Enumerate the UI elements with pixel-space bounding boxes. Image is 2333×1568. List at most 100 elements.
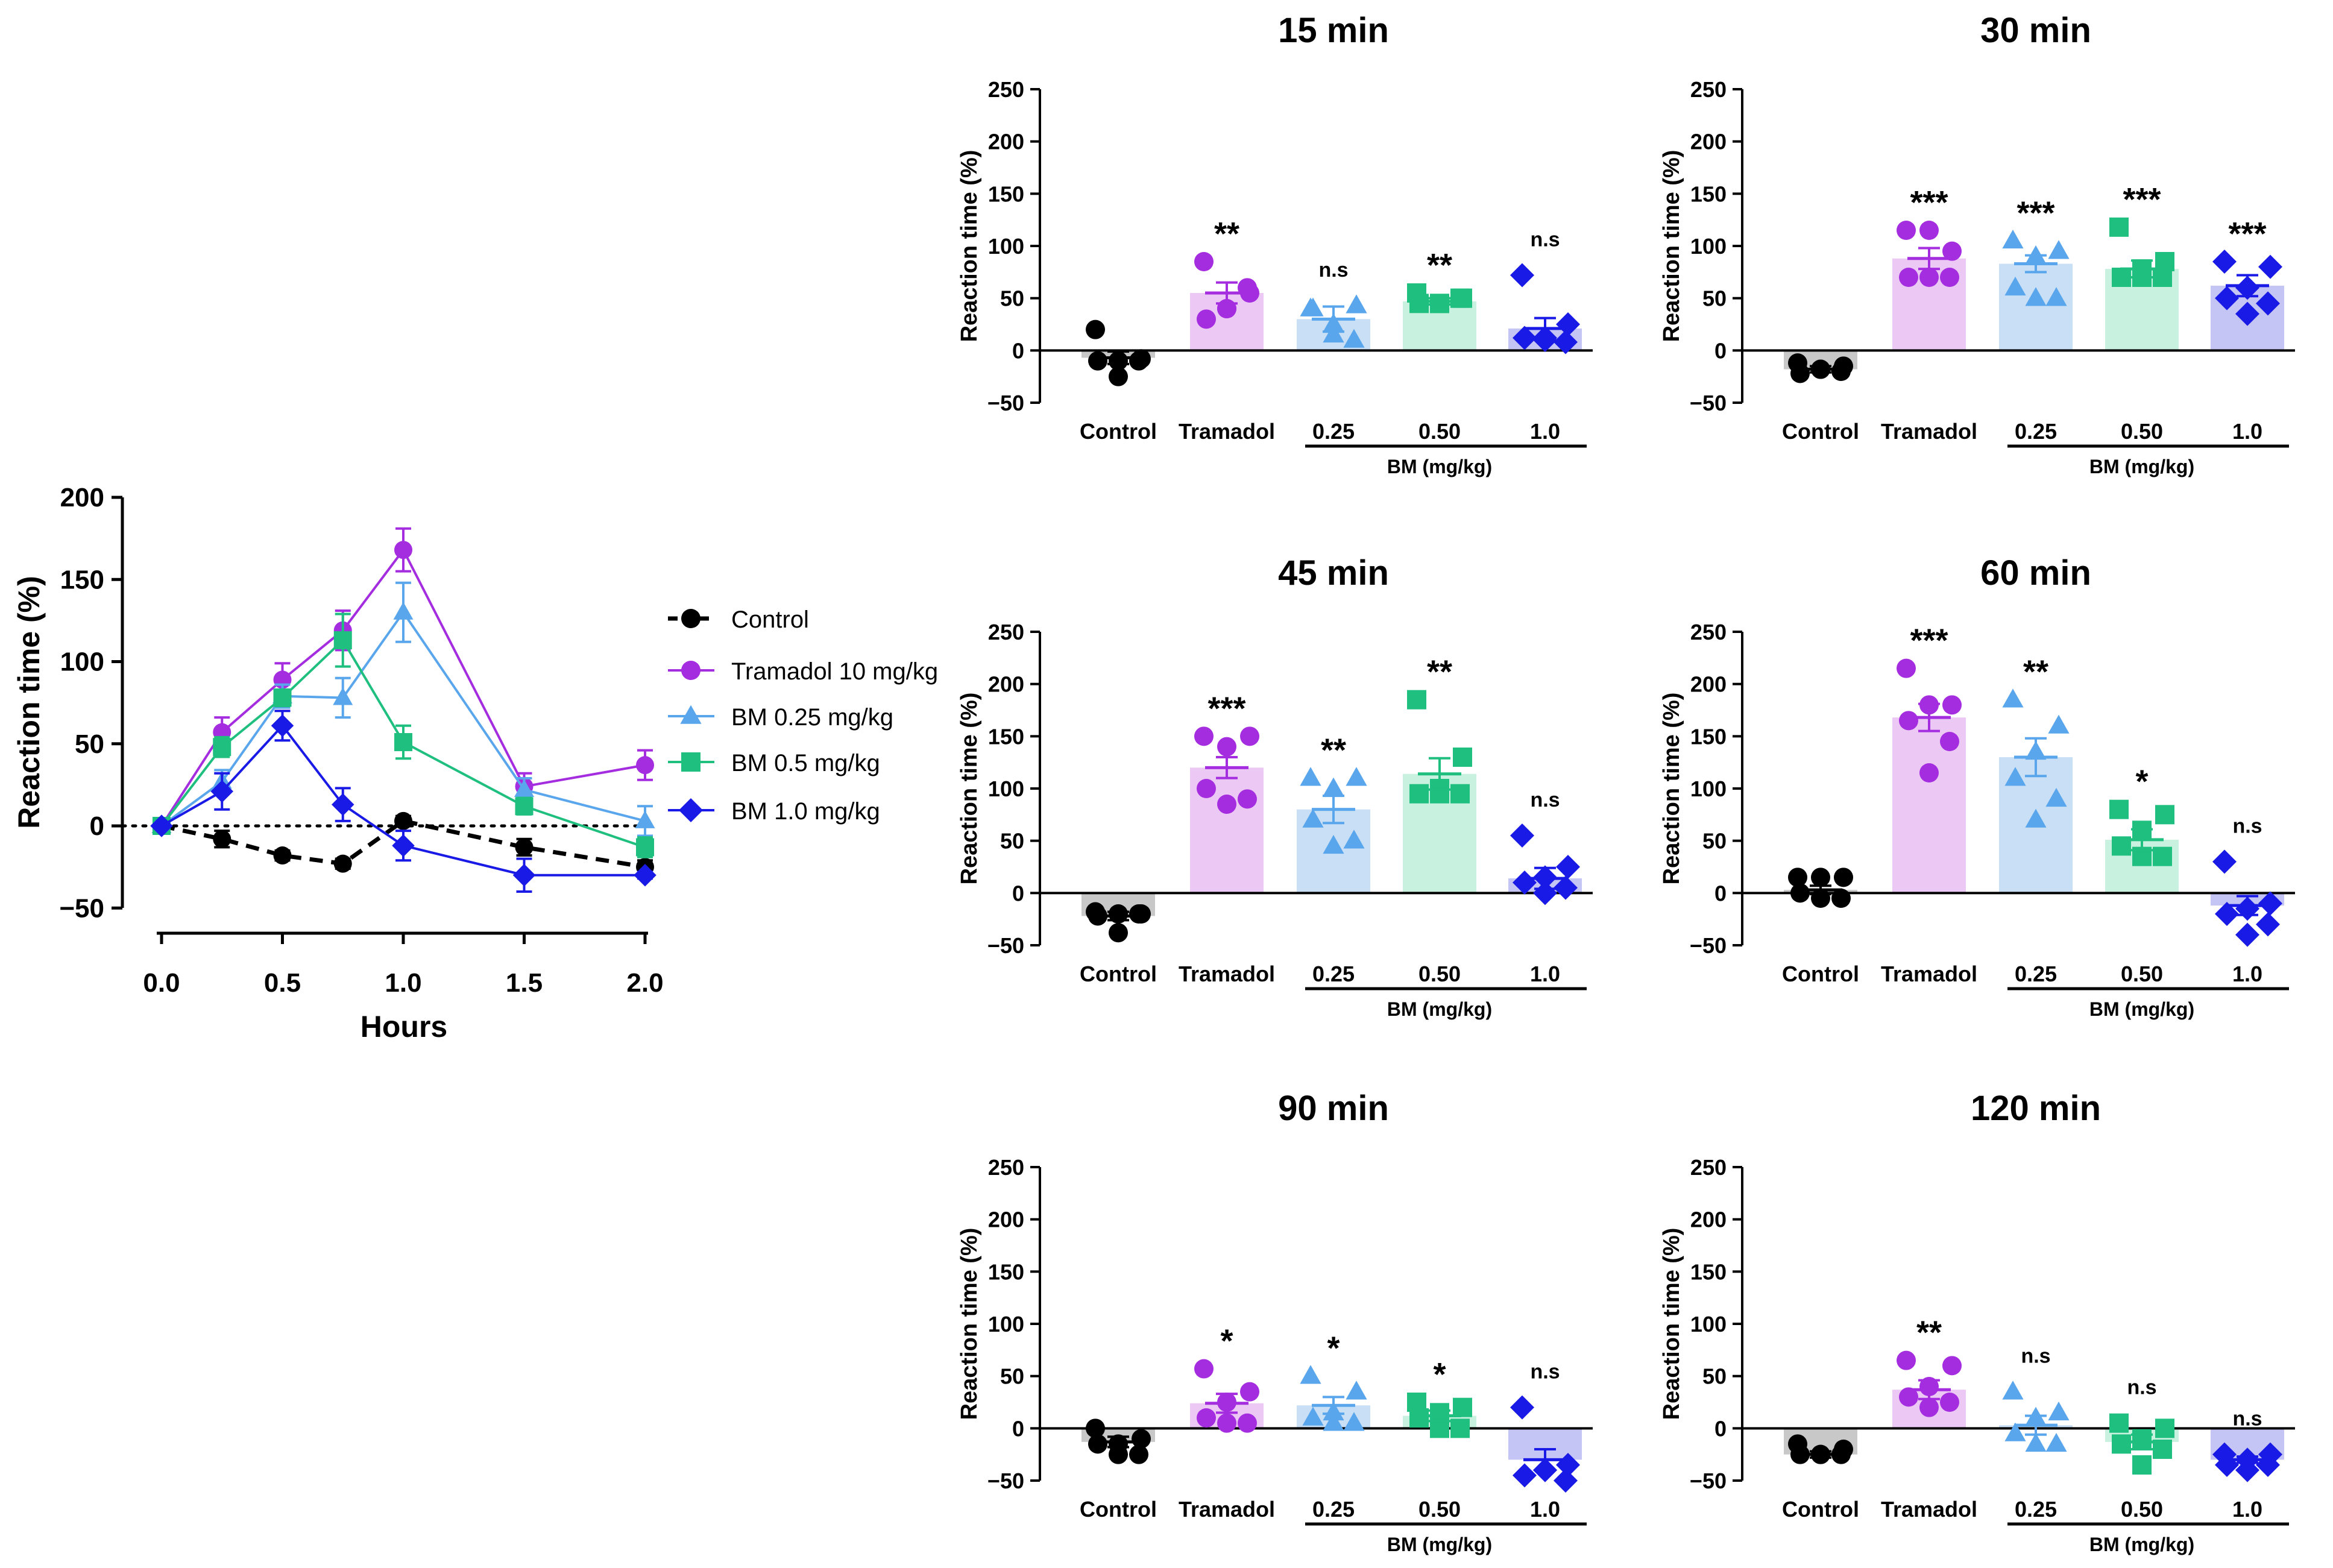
data-point-bm05 [213, 738, 231, 757]
data-point-control [1132, 1429, 1151, 1449]
data-point-tramadol [1899, 1387, 1918, 1407]
data-point-bm10 [2256, 291, 2280, 316]
data-point-control [1088, 1434, 1107, 1454]
panel-title: 45 min [1278, 553, 1389, 593]
data-point-bm10 [2258, 254, 2282, 279]
y-tick-label: 100 [988, 1312, 1024, 1337]
panel-title: 30 min [1980, 11, 2091, 50]
data-point-control [1086, 320, 1105, 339]
y-tick-label: 250 [988, 620, 1024, 644]
data-point-bm05 [1450, 1418, 1470, 1438]
legend-label: Tramadol 10 mg/kg [731, 658, 938, 685]
data-point-bm025 [2048, 1401, 2070, 1421]
category-label: 0.25 [1312, 962, 1355, 986]
data-point-bm025 [1323, 1412, 1344, 1431]
significance-label: * [1433, 1356, 1446, 1393]
data-point-control [333, 854, 352, 873]
data-point-tramadol [1940, 268, 1959, 287]
significance-label: n.s [1318, 259, 1348, 282]
panel-title: 60 min [1980, 553, 2091, 593]
y-axis-label: Reaction time (%) [12, 576, 46, 829]
y-axis-label: Reaction time (%) [957, 150, 982, 342]
significance-label: n.s [1530, 1361, 1560, 1384]
category-label: 0.50 [1418, 419, 1461, 444]
bar-chart-p60: 60 min −50 0 50 100 150 200 250 Reaction time (%… [1659, 553, 2295, 1020]
group-label: BM (mg/kg) [2089, 998, 2194, 1020]
y-tick-label: 50 [1000, 1364, 1024, 1389]
significance-label: *** [2017, 195, 2054, 231]
y-tick-label: 200 [988, 130, 1024, 154]
data-point-control [1790, 364, 1810, 383]
y-tick-label: 0 [1714, 338, 1727, 363]
legend-marker-control [681, 609, 701, 628]
y-tick-label: 50 [75, 729, 104, 759]
data-point-bm10 [271, 714, 294, 737]
significance-label: *** [1207, 690, 1245, 726]
category-label: 0.50 [1418, 1497, 1461, 1522]
category-label: 0.25 [2015, 1497, 2057, 1522]
significance-label: ** [1916, 1315, 1942, 1351]
data-point-bm10 [2212, 250, 2237, 274]
data-point-tramadol [1897, 1350, 1916, 1370]
data-point-bm025 [1346, 767, 1367, 786]
data-point-bm05 [2153, 846, 2172, 866]
data-point-bm10 [1533, 881, 1557, 905]
y-tick-label: −50 [1690, 1469, 1727, 1493]
data-point-tramadol [1194, 726, 1214, 746]
category-label: 1.0 [2232, 962, 2262, 986]
data-point-bm10 [1556, 855, 1580, 879]
data-point-tramadol [1919, 221, 1939, 240]
data-point-bm025 [333, 687, 353, 705]
data-point-control [1831, 889, 1851, 908]
significance-label: * [1220, 1323, 1233, 1359]
series-bm025 [151, 581, 655, 837]
y-tick-label: 250 [1690, 1155, 1727, 1180]
category-label: 0.25 [1312, 419, 1355, 444]
group-label: BM (mg/kg) [2089, 456, 2194, 477]
data-point-bm05 [636, 838, 654, 857]
significance-label: *** [1910, 184, 1948, 221]
data-point-tramadol [1940, 732, 1959, 751]
y-tick-label: 0 [1012, 1416, 1024, 1441]
data-point-bm05 [1407, 690, 1426, 710]
data-point-control [213, 830, 231, 848]
significance-label: * [2135, 764, 2148, 800]
y-tick-label: 0 [90, 811, 104, 841]
y-tick-label: 50 [1000, 829, 1024, 854]
category-label: Control [1080, 1497, 1157, 1522]
significance-label: n.s [2232, 1408, 2262, 1431]
y-tick-label: 50 [1702, 286, 1727, 311]
data-point-bm05 [2109, 217, 2129, 237]
significance-label: *** [1910, 623, 1948, 659]
category-label: Tramadol [1881, 962, 1977, 986]
legend-marker-bm05 [681, 752, 701, 772]
series-bm05 [153, 612, 654, 858]
group-label: BM (mg/kg) [2089, 1534, 2194, 1555]
data-point-bm05 [2109, 1413, 2129, 1433]
category-label: Tramadol [1179, 962, 1275, 986]
significance-label: n.s [1530, 789, 1560, 811]
data-point-bm025 [1343, 830, 1365, 849]
significance-label: ** [2023, 654, 2048, 690]
data-point-bm10 [392, 834, 415, 857]
data-point-bm025 [1343, 329, 1365, 348]
panel-title: 15 min [1278, 11, 1389, 50]
data-point-bm10 [2215, 286, 2239, 310]
data-point-bm025 [1343, 1412, 1365, 1431]
data-point-tramadol [1919, 268, 1939, 287]
y-tick-label: −50 [1690, 933, 1727, 958]
category-label: 1.0 [1530, 962, 1560, 986]
data-point-bm025 [2025, 287, 2047, 306]
legend-label: BM 0.5 mg/kg [731, 750, 880, 776]
data-point-tramadol [1194, 1359, 1214, 1379]
data-point-bm10 [1510, 823, 1534, 848]
data-point-bm10 [1513, 871, 1537, 895]
data-point-bm05 [1409, 1408, 1429, 1428]
category-label: 0.25 [2015, 419, 2057, 444]
x-tick-label: 1.0 [385, 968, 421, 998]
data-point-bm10 [1554, 875, 1578, 900]
data-point-bm05 [1450, 784, 1470, 804]
data-point-bm05 [2153, 268, 2172, 287]
y-tick-label: −50 [987, 391, 1024, 415]
